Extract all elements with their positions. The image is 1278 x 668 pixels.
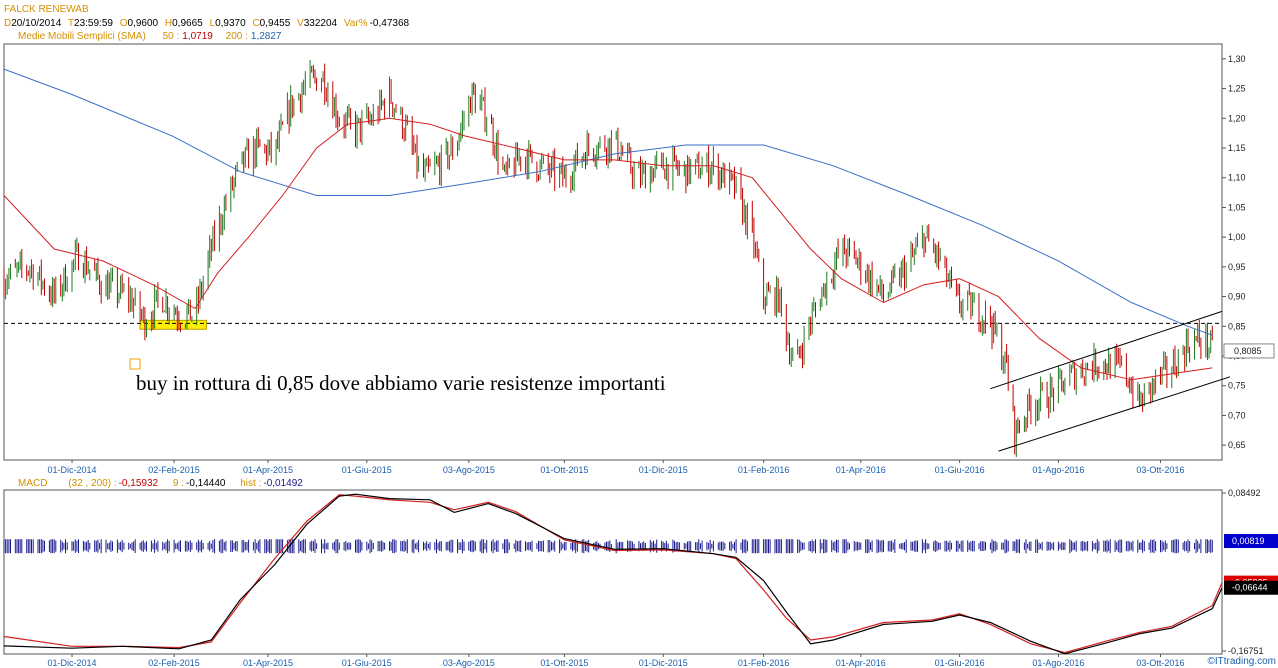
price-y-tick-label: 1,25 bbox=[1228, 84, 1246, 94]
macd-legend: MACD (32 , 200) : -0,15932 9 : -0,14440 hi… bbox=[18, 478, 303, 489]
macd-x-tick-label: 01-Giu-2016 bbox=[935, 658, 985, 668]
sma-legend: Medie Mobili Semplici (SMA) 50 :1,0719 2… bbox=[18, 31, 282, 42]
macd-last-value-box bbox=[1224, 534, 1278, 549]
macd-last-value-label: 0,00819 bbox=[1232, 536, 1265, 546]
sma200-line bbox=[3, 68, 1213, 336]
macd-y-axis: 0,08492 -0,16751 bbox=[1222, 488, 1264, 656]
channel-upper-line bbox=[990, 310, 1223, 390]
price-y-tick-label: 1,15 bbox=[1228, 143, 1246, 153]
macd-x-axis: 01-Dic-2014 02-Feb-2015 01-Apr-2015 01-Giu-… bbox=[48, 654, 1184, 668]
macd-x-tick-label: 03-Ago-2015 bbox=[443, 658, 495, 668]
channel-lower-line bbox=[998, 376, 1231, 452]
macd-x-tick-label: 01-Dic-2015 bbox=[639, 658, 688, 668]
macd-x-tick-label: 01-Dic-2014 bbox=[48, 658, 97, 668]
price-x-tick-label: 01-Dic-2014 bbox=[48, 465, 97, 475]
price-panel bbox=[3, 43, 1223, 461]
price-x-tick-label: 01-Ott-2015 bbox=[540, 465, 588, 475]
symbol-title: FALCK RENEWAB bbox=[4, 4, 89, 15]
price-y-tick-label: 1,05 bbox=[1228, 202, 1246, 212]
macd-last-value-box bbox=[1224, 580, 1278, 595]
price-x-tick-label: 02-Feb-2015 bbox=[148, 465, 200, 475]
price-x-tick-label: 03-Ago-2015 bbox=[443, 465, 495, 475]
macd-x-tick-label: 03-Ott-2016 bbox=[1136, 658, 1184, 668]
ohlc-readout: D20/10/2014 T23:59:59 O0,9600 H0,9665 L0… bbox=[4, 18, 410, 29]
macd-y-tick-label: 0,08492 bbox=[1228, 488, 1261, 498]
price-y-tick-label: 1,30 bbox=[1228, 54, 1246, 64]
price-y-tick-label: 1,10 bbox=[1228, 173, 1246, 183]
macd-x-tick-label: 01-Ago-2016 bbox=[1032, 658, 1084, 668]
annotation-text: buy in rottura di 0,85 dove abbiamo vari… bbox=[136, 371, 666, 395]
macd-x-tick-label: 01-Ott-2015 bbox=[540, 658, 588, 668]
macd-x-tick-label: 01-Apr-2016 bbox=[836, 658, 886, 668]
price-x-axis: 01-Dic-2014 02-Feb-2015 01-Apr-2015 01-Giu-… bbox=[48, 460, 1184, 475]
macd-signal-line bbox=[3, 494, 1223, 654]
price-y-tick-label: 0,65 bbox=[1228, 440, 1246, 450]
macd-x-tick-label: 01-Apr-2015 bbox=[243, 658, 293, 668]
price-y-axis: 1,30 1,25 1,20 1,15 1,10 1,05 1,00 0,95 0,90 0,85… bbox=[1222, 54, 1246, 450]
price-y-tick-label: 0,90 bbox=[1228, 292, 1246, 302]
macd-last-value-label: -0,06644 bbox=[1232, 583, 1268, 593]
price-plot: 0,8085 bbox=[3, 60, 1275, 458]
macd-x-tick-label: 02-Feb-2015 bbox=[148, 658, 200, 668]
price-x-tick-label: 01-Giu-2015 bbox=[342, 465, 392, 475]
macd-y-tick-label: -0,16751 bbox=[1228, 646, 1264, 656]
price-y-tick-label: 1,00 bbox=[1228, 232, 1246, 242]
price-x-tick-label: 01-Feb-2016 bbox=[738, 465, 790, 475]
price-x-tick-label: 01-Apr-2015 bbox=[243, 465, 293, 475]
price-x-tick-label: 01-Apr-2016 bbox=[836, 465, 886, 475]
macd-panel bbox=[3, 489, 1223, 655]
price-y-tick-label: 0,95 bbox=[1228, 262, 1246, 272]
price-x-tick-label: 03-Ott-2016 bbox=[1136, 465, 1184, 475]
macd-plot: 0,00819-0,05825-0,06644 bbox=[3, 493, 1278, 655]
macd-x-tick-label: 01-Giu-2015 bbox=[342, 658, 392, 668]
last-price-box bbox=[1223, 343, 1275, 359]
macd-line bbox=[3, 493, 1223, 655]
price-y-tick-label: 0,85 bbox=[1228, 321, 1246, 331]
price-y-tick-label: 0,75 bbox=[1228, 381, 1246, 391]
price-y-tick-label: 0,70 bbox=[1228, 410, 1246, 420]
support-highlight bbox=[139, 319, 207, 330]
annotation-marker bbox=[129, 358, 141, 370]
sma50-line bbox=[3, 117, 1213, 381]
price-y-tick-label: 1,20 bbox=[1228, 113, 1246, 123]
price-x-tick-label: 01-Ago-2016 bbox=[1032, 465, 1084, 475]
macd-x-tick-label: 01-Feb-2016 bbox=[738, 658, 790, 668]
last-price-label: 0,8085 bbox=[1234, 346, 1262, 356]
watermark: ©ITtrading.com bbox=[1207, 656, 1276, 667]
price-x-tick-label: 01-Giu-2016 bbox=[935, 465, 985, 475]
price-x-tick-label: 01-Dic-2015 bbox=[639, 465, 688, 475]
